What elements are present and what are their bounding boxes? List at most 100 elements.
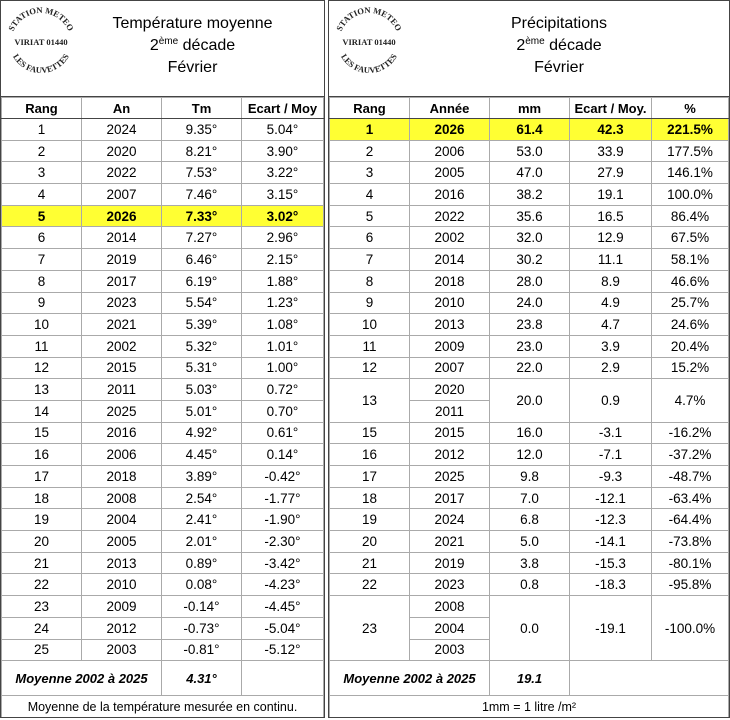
data-row: 23 2008 0.0 -19.1 -100.0%	[329, 595, 729, 662]
mm: 5.0	[489, 530, 570, 553]
data-row: 11 2002 5.32° 1.01°	[1, 334, 324, 358]
data-row: 2 2020 8.21° 3.90°	[1, 139, 324, 163]
data-row: 4 2016 38.2 19.1 100.0%	[329, 183, 729, 206]
data-row: 20 2021 5.0 -14.1 -73.8%	[329, 530, 729, 553]
cell: 8	[1, 269, 82, 293]
cell: 2	[1, 139, 82, 163]
ecart: 27.9	[569, 161, 652, 185]
column-header: Rang	[329, 97, 410, 119]
mm: 7.0	[489, 486, 570, 510]
cell: 17	[1, 465, 82, 488]
temperature-panel: STATION METEO VIRIAT 01440 LES FAUVETTES…	[0, 0, 325, 718]
rank: 12	[329, 356, 410, 380]
mm: 47.0	[489, 161, 570, 185]
ecart: 0.9	[569, 378, 652, 423]
mm: 22.0	[489, 356, 570, 380]
ecart: -9.3	[569, 465, 652, 488]
cell: 3.90°	[241, 139, 324, 163]
data-row: 4 2007 7.46° 3.15°	[1, 183, 324, 206]
rank: 11	[329, 334, 410, 358]
cell: 7.53°	[161, 161, 242, 185]
percent: 20.4%	[651, 334, 729, 358]
station-stamp: STATION METEO VIRIAT 01440 LES FAUVETTES	[334, 5, 404, 75]
cell: 22	[1, 573, 82, 597]
cell: 1	[1, 118, 82, 141]
cell: 0.61°	[241, 421, 324, 445]
cell: 4.92°	[161, 421, 242, 445]
data-row: 9 2023 5.54° 1.23°	[1, 291, 324, 315]
data-row: 12 2007 22.0 2.9 15.2%	[329, 356, 729, 380]
data-row: 15 2016 4.92° 0.61°	[1, 421, 324, 445]
percent: -100.0%	[651, 595, 729, 662]
data-row: 22 2023 0.8 -18.3 -95.8%	[329, 573, 729, 597]
cell: 3.02°	[241, 204, 324, 228]
percent: 86.4%	[651, 204, 729, 228]
cell: 2020	[81, 139, 162, 163]
column-header: An	[81, 97, 162, 119]
cell: 2013	[81, 551, 162, 575]
data-row: 8 2017 6.19° 1.88°	[1, 269, 324, 293]
note-row: 1mm = 1 litre /m²	[329, 695, 729, 717]
cell: 5.03°	[161, 378, 242, 401]
cell: 2018	[81, 465, 162, 488]
percent: 67.5%	[651, 226, 729, 250]
year: 2010	[409, 291, 490, 315]
year: 2011	[409, 399, 490, 423]
ecart: 3.9	[569, 334, 652, 358]
mm: 38.2	[489, 183, 570, 206]
data-row: 8 2018 28.0 8.9 46.6%	[329, 269, 729, 293]
data-row: 5 2026 7.33° 3.02°	[1, 204, 324, 228]
cell: 2005	[81, 530, 162, 553]
cell: 5.54°	[161, 291, 242, 315]
rank: 23	[329, 595, 410, 662]
cell: 2006	[81, 443, 162, 466]
cell: 5.01°	[161, 399, 242, 423]
data-row: 2011	[330, 399, 729, 423]
year: 2006	[409, 139, 490, 163]
year: 2013	[409, 313, 490, 336]
cell: 2019	[81, 248, 162, 271]
footer-row: Moyenne 2002 à 2025 19.1	[329, 660, 729, 697]
ecart: -12.1	[569, 486, 652, 510]
mm: 32.0	[489, 226, 570, 250]
rank: 18	[329, 486, 410, 510]
note: Moyenne de la température mesurée en con…	[1, 695, 324, 717]
year: 2024	[409, 508, 490, 532]
year: 2026	[409, 118, 490, 141]
year: 2016	[409, 183, 490, 206]
year: 2023	[409, 573, 490, 597]
cell: 2026	[81, 204, 162, 228]
average-label: Moyenne 2002 à 2025	[329, 660, 490, 697]
column-header: Tm	[161, 97, 242, 119]
cell: 10	[1, 313, 82, 336]
data-row: 1 2026 61.4 42.3 221.5%	[329, 118, 729, 141]
cell: -0.14°	[161, 595, 242, 618]
rank: 10	[329, 313, 410, 336]
panel-header: STATION METEO VIRIAT 01440 LES FAUVETTES…	[329, 1, 729, 97]
rank: 7	[329, 248, 410, 271]
percent: -95.8%	[651, 573, 729, 597]
cell: 2009	[81, 595, 162, 618]
cell: 1.00°	[241, 356, 324, 380]
percent: -73.8%	[651, 530, 729, 553]
year: 2002	[409, 226, 490, 250]
cell: 3.15°	[241, 183, 324, 206]
cell: 2024	[81, 118, 162, 141]
cell: 5.32°	[161, 334, 242, 358]
percent: -37.2%	[651, 443, 729, 466]
subtitle-sup: ème	[525, 36, 545, 47]
cell: 2010	[81, 573, 162, 597]
data-row: 17 2018 3.89° -0.42°	[1, 465, 324, 488]
column-header: Année	[409, 97, 490, 119]
rank: 19	[329, 508, 410, 532]
data-row: 14 2025 5.01° 0.70°	[1, 399, 324, 423]
data-row: 22 2010 0.08° -4.23°	[1, 573, 324, 597]
column-header: %	[651, 97, 729, 119]
subtitle-number: 2	[149, 37, 159, 54]
data-row: 15 2015 16.0 -3.1 -16.2%	[329, 421, 729, 445]
temperature-table: Rang An Tm Ecart / Moy 1 2024 9.35° 5.04° 2 2020 8…	[1, 97, 324, 717]
precipitation-table: Rang Année mm Ecart / Moy.% 1 2026 61.4 42.3 221…	[329, 97, 729, 717]
rank: 4	[329, 183, 410, 206]
cell: -4.23°	[241, 573, 324, 597]
data-row: 6 2002 32.0 12.9 67.5%	[329, 226, 729, 250]
